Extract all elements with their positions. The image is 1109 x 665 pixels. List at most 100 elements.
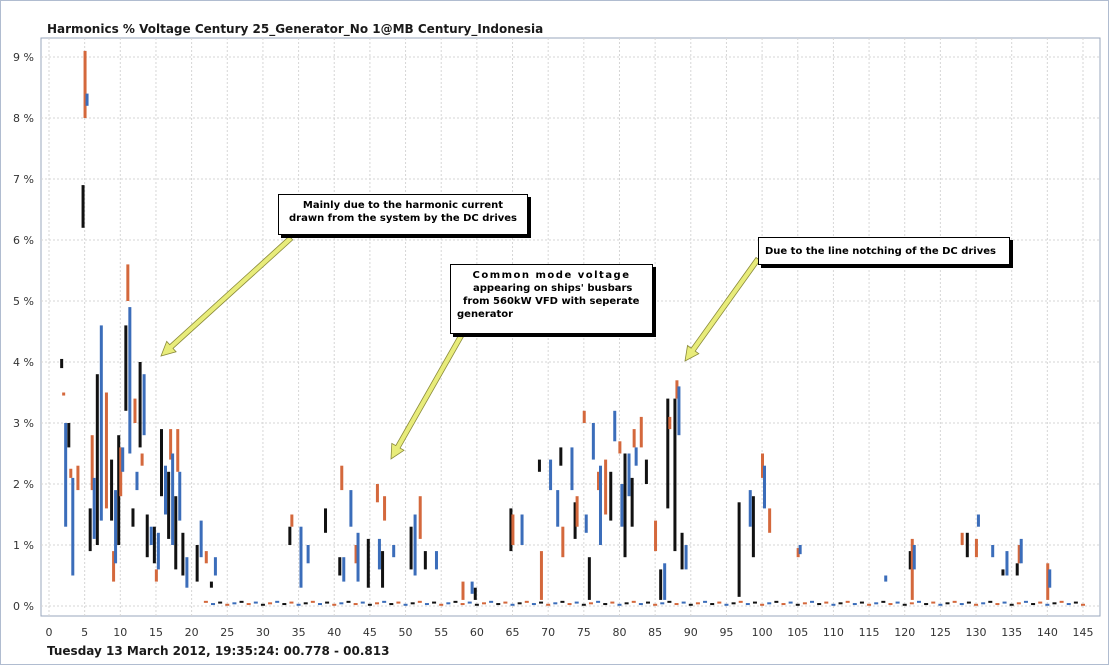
harmonic-bar [62,392,66,396]
harmonic-bar [110,459,114,521]
harmonic-bar [167,471,171,539]
annotation-common-mode: Common mode voltage appearing on ships' … [450,264,653,334]
harmonic-bar [338,557,342,576]
harmonic-bar [591,423,595,460]
harmonic-bar [748,490,752,527]
baseline-mark [845,600,850,603]
baseline-mark [660,602,665,605]
baseline-mark [646,601,651,604]
harmonic-bar [159,429,163,497]
baseline-mark [360,601,365,604]
harmonic-bar [666,398,670,509]
harmonic-bar [598,465,602,545]
baseline-mark [467,601,472,604]
baseline-mark [974,603,979,606]
harmonic-bar [668,416,672,430]
harmonic-bar [751,496,755,558]
x-tick-label: 55 [434,626,448,639]
baseline-mark [867,603,872,606]
baseline-mark [375,602,380,605]
harmonic-bar [306,545,310,564]
harmonic-bar [142,374,146,436]
harmonic-bar [114,490,118,564]
harmonic-bar [1017,545,1021,564]
baseline-mark [275,600,280,603]
baseline-mark [988,600,993,603]
harmonic-bar [798,545,802,555]
baseline-mark [1059,600,1064,603]
baseline-mark [831,603,836,606]
baseline-mark [524,600,529,603]
harmonic-bar [381,551,385,588]
harmonic-bar [195,545,199,582]
harmonic-bar [356,532,360,582]
annotation-drives-current: Mainly due to the harmonic current drawn… [278,194,528,235]
x-tick-label: 115 [859,626,880,639]
harmonic-bar [910,538,914,600]
harmonic-bar [561,526,565,558]
x-tick-label: 60 [470,626,484,639]
baseline-mark [403,603,408,606]
baseline-mark [367,603,372,606]
baseline-mark [1038,601,1043,604]
harmonic-bar [473,587,477,600]
annotation-drives-current-line1: Mainly due to the harmonic current [302,200,504,211]
harmonic-bar [163,465,167,515]
baseline-mark [817,603,822,606]
baseline-mark [296,603,301,606]
harmonic-bar [1048,569,1052,588]
x-tick-label: 30 [256,626,270,639]
x-tick-label: 125 [930,626,951,639]
harmonic-bar [119,447,123,497]
baseline-mark [681,601,686,604]
baseline-mark [225,603,230,606]
harmonic-bar [60,358,64,369]
x-tick-label: 85 [648,626,662,639]
baseline-mark [317,603,322,606]
baseline-mark [432,601,437,604]
harmonic-bar [630,477,634,527]
harmonic-bar [392,545,396,558]
harmonic-bar [209,581,213,588]
x-tick-label: 0 [46,626,53,639]
harmonic-bar [90,435,94,491]
harmonic-bar [135,471,139,491]
annotation-arrow-shape [684,256,761,362]
harmonic-bar [95,374,99,545]
baseline-mark [824,601,829,604]
baseline-mark [353,603,358,606]
x-tick-label: 120 [894,626,915,639]
harmonic-bar [1046,563,1050,600]
baseline-mark [1073,601,1078,604]
harmonic-bar [383,496,387,521]
baseline-mark [1023,600,1028,603]
harmonic-bar [884,575,888,582]
y-tick-label: 9 % [13,51,34,64]
x-tick-label: 80 [612,626,626,639]
baseline-mark [560,600,565,603]
harmonic-bar [737,502,741,597]
baseline-mark [503,601,508,604]
baseline-mark [496,603,501,606]
harmonic-bar [83,50,87,118]
harmonic-bar [354,545,358,564]
baseline-mark [1045,603,1050,606]
baseline-mark [389,603,394,606]
harmonic-bar [991,545,995,558]
harmonic-bar [181,532,185,576]
baseline-mark [995,603,1000,606]
baseline-mark [246,603,251,606]
baseline-mark [695,602,700,605]
harmonic-bar [634,447,638,466]
harmonic-bar [659,569,663,600]
x-tick-label: 40 [327,626,341,639]
harmonic-bar [976,514,980,527]
harmonic-bar [1001,569,1005,576]
baseline-mark [653,603,658,606]
baseline-mark [895,601,900,604]
baseline-mark [446,602,451,605]
baseline-mark [346,600,351,603]
harmonic-bar [145,514,149,558]
baseline-mark [838,602,843,605]
